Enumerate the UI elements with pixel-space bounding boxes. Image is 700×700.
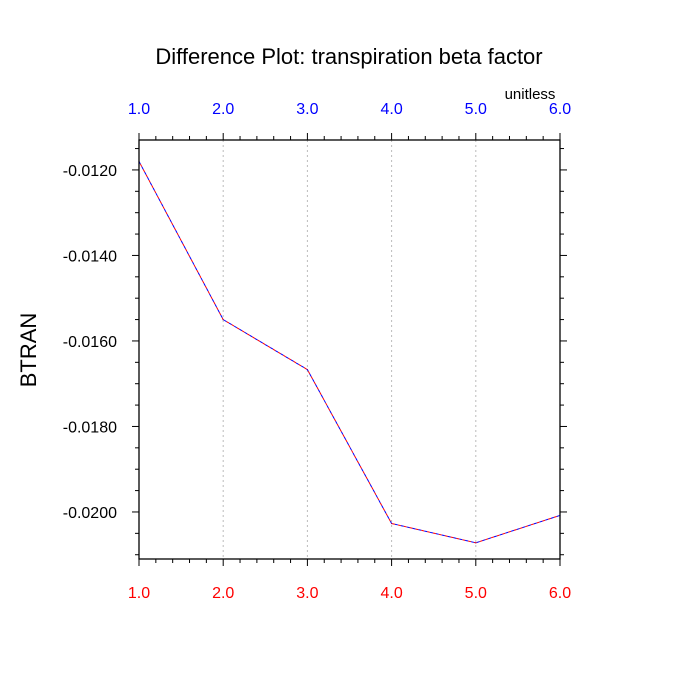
axis-ticks bbox=[132, 133, 567, 566]
x-tick-label-bottom: 2.0 bbox=[212, 585, 234, 602]
y-tick-label: -0.0120 bbox=[63, 163, 117, 180]
data-point bbox=[475, 542, 477, 544]
y-tick-label: -0.0140 bbox=[63, 248, 117, 265]
x-tick-label-bottom: 4.0 bbox=[380, 585, 402, 602]
y-axis-label: BTRAN bbox=[16, 313, 41, 388]
y-tick-label: -0.0160 bbox=[63, 334, 117, 351]
series-line-blue-dash bbox=[138, 161, 561, 544]
series-line-red-dash bbox=[138, 161, 561, 544]
data-series-line bbox=[138, 160, 561, 544]
x-tick-label-top: 5.0 bbox=[465, 101, 487, 118]
x-tick-label-top: 6.0 bbox=[549, 101, 571, 118]
x-tick-label-bottom: 3.0 bbox=[296, 585, 318, 602]
x-tick-label-bottom: 6.0 bbox=[549, 585, 571, 602]
data-point bbox=[222, 318, 224, 321]
x-tick-label-top: 4.0 bbox=[380, 101, 402, 118]
plot-frame bbox=[138, 139, 561, 560]
chart-title: Difference Plot: transpiration beta fact… bbox=[155, 44, 542, 69]
data-point bbox=[391, 522, 393, 525]
data-point bbox=[306, 368, 308, 371]
x-tick-label-bottom: 1.0 bbox=[128, 585, 150, 602]
units-label: unitless bbox=[505, 86, 556, 103]
x-tick-label-bottom: 5.0 bbox=[465, 585, 487, 602]
axis-tick-labels: 1.0 1.0 2.0 2.0 3.0 3.0 4.0 4.0 5.0 5.0 6.0 6.0 -0.0… bbox=[63, 101, 571, 602]
y-tick-label: -0.0180 bbox=[63, 419, 117, 436]
grid-lines bbox=[222, 140, 477, 559]
x-tick-label-top: 1.0 bbox=[128, 101, 150, 118]
x-tick-label-top: 3.0 bbox=[296, 101, 318, 118]
y-tick-label: -0.0200 bbox=[63, 505, 117, 522]
x-tick-label-top: 2.0 bbox=[212, 101, 234, 118]
